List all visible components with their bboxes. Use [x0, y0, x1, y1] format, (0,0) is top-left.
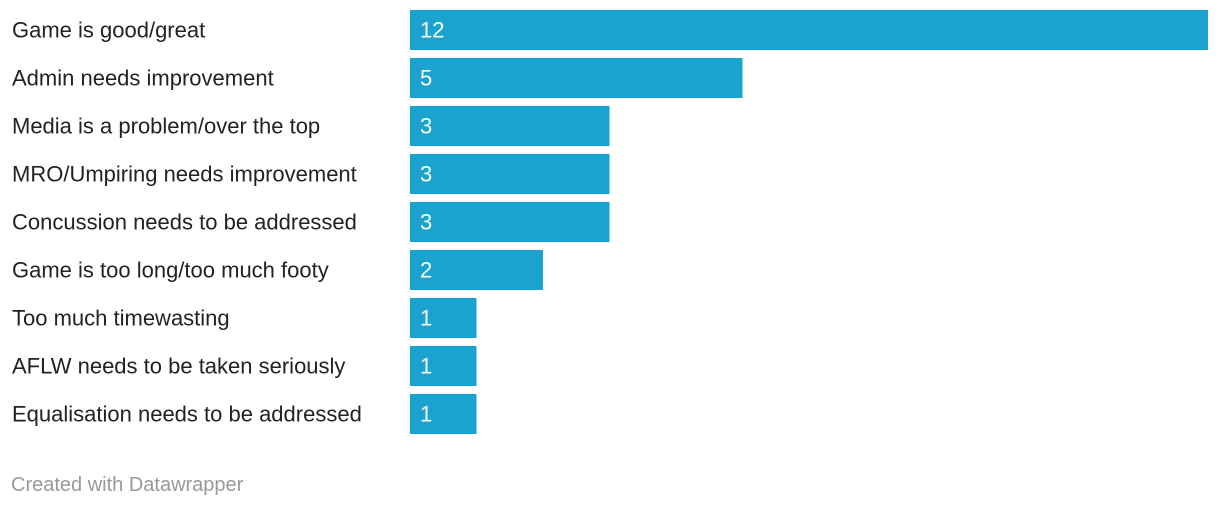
value-label: 3 — [420, 114, 432, 139]
value-label: 1 — [420, 402, 432, 427]
category-label: Media is a problem/over the top — [12, 114, 320, 139]
value-label: 1 — [420, 354, 432, 379]
value-labels: 12 5 3 3 3 2 1 1 1 — [420, 18, 444, 427]
category-label: Game is too long/too much footy — [12, 258, 329, 283]
value-label: 3 — [420, 162, 432, 187]
category-label: Admin needs improvement — [12, 66, 274, 91]
bar — [410, 58, 743, 98]
category-label: Too much timewasting — [12, 306, 230, 331]
value-label: 1 — [420, 306, 432, 331]
category-label: Game is good/great — [12, 18, 205, 43]
bars — [410, 10, 1208, 434]
bar — [410, 202, 610, 242]
category-label: Concussion needs to be addressed — [12, 210, 357, 235]
bar — [410, 10, 1208, 50]
bar — [410, 154, 610, 194]
bar-chart: Game is good/great Admin needs improvemen… — [12, 10, 1208, 434]
bar — [410, 394, 477, 434]
category-label: MRO/Umpiring needs improvement — [12, 162, 357, 187]
value-label: 2 — [420, 258, 432, 283]
bar — [410, 106, 610, 146]
bar — [410, 346, 477, 386]
category-label: Equalisation needs to be addressed — [12, 402, 362, 427]
bar — [410, 298, 477, 338]
value-label: 3 — [420, 210, 432, 235]
category-labels: Game is good/great Admin needs improvemen… — [12, 18, 362, 427]
bar — [410, 250, 543, 290]
value-label: 5 — [420, 66, 432, 91]
datawrapper-credit: Created with Datawrapper — [11, 474, 244, 496]
category-label: AFLW needs to be taken seriously — [12, 354, 345, 379]
value-label: 12 — [420, 18, 444, 43]
